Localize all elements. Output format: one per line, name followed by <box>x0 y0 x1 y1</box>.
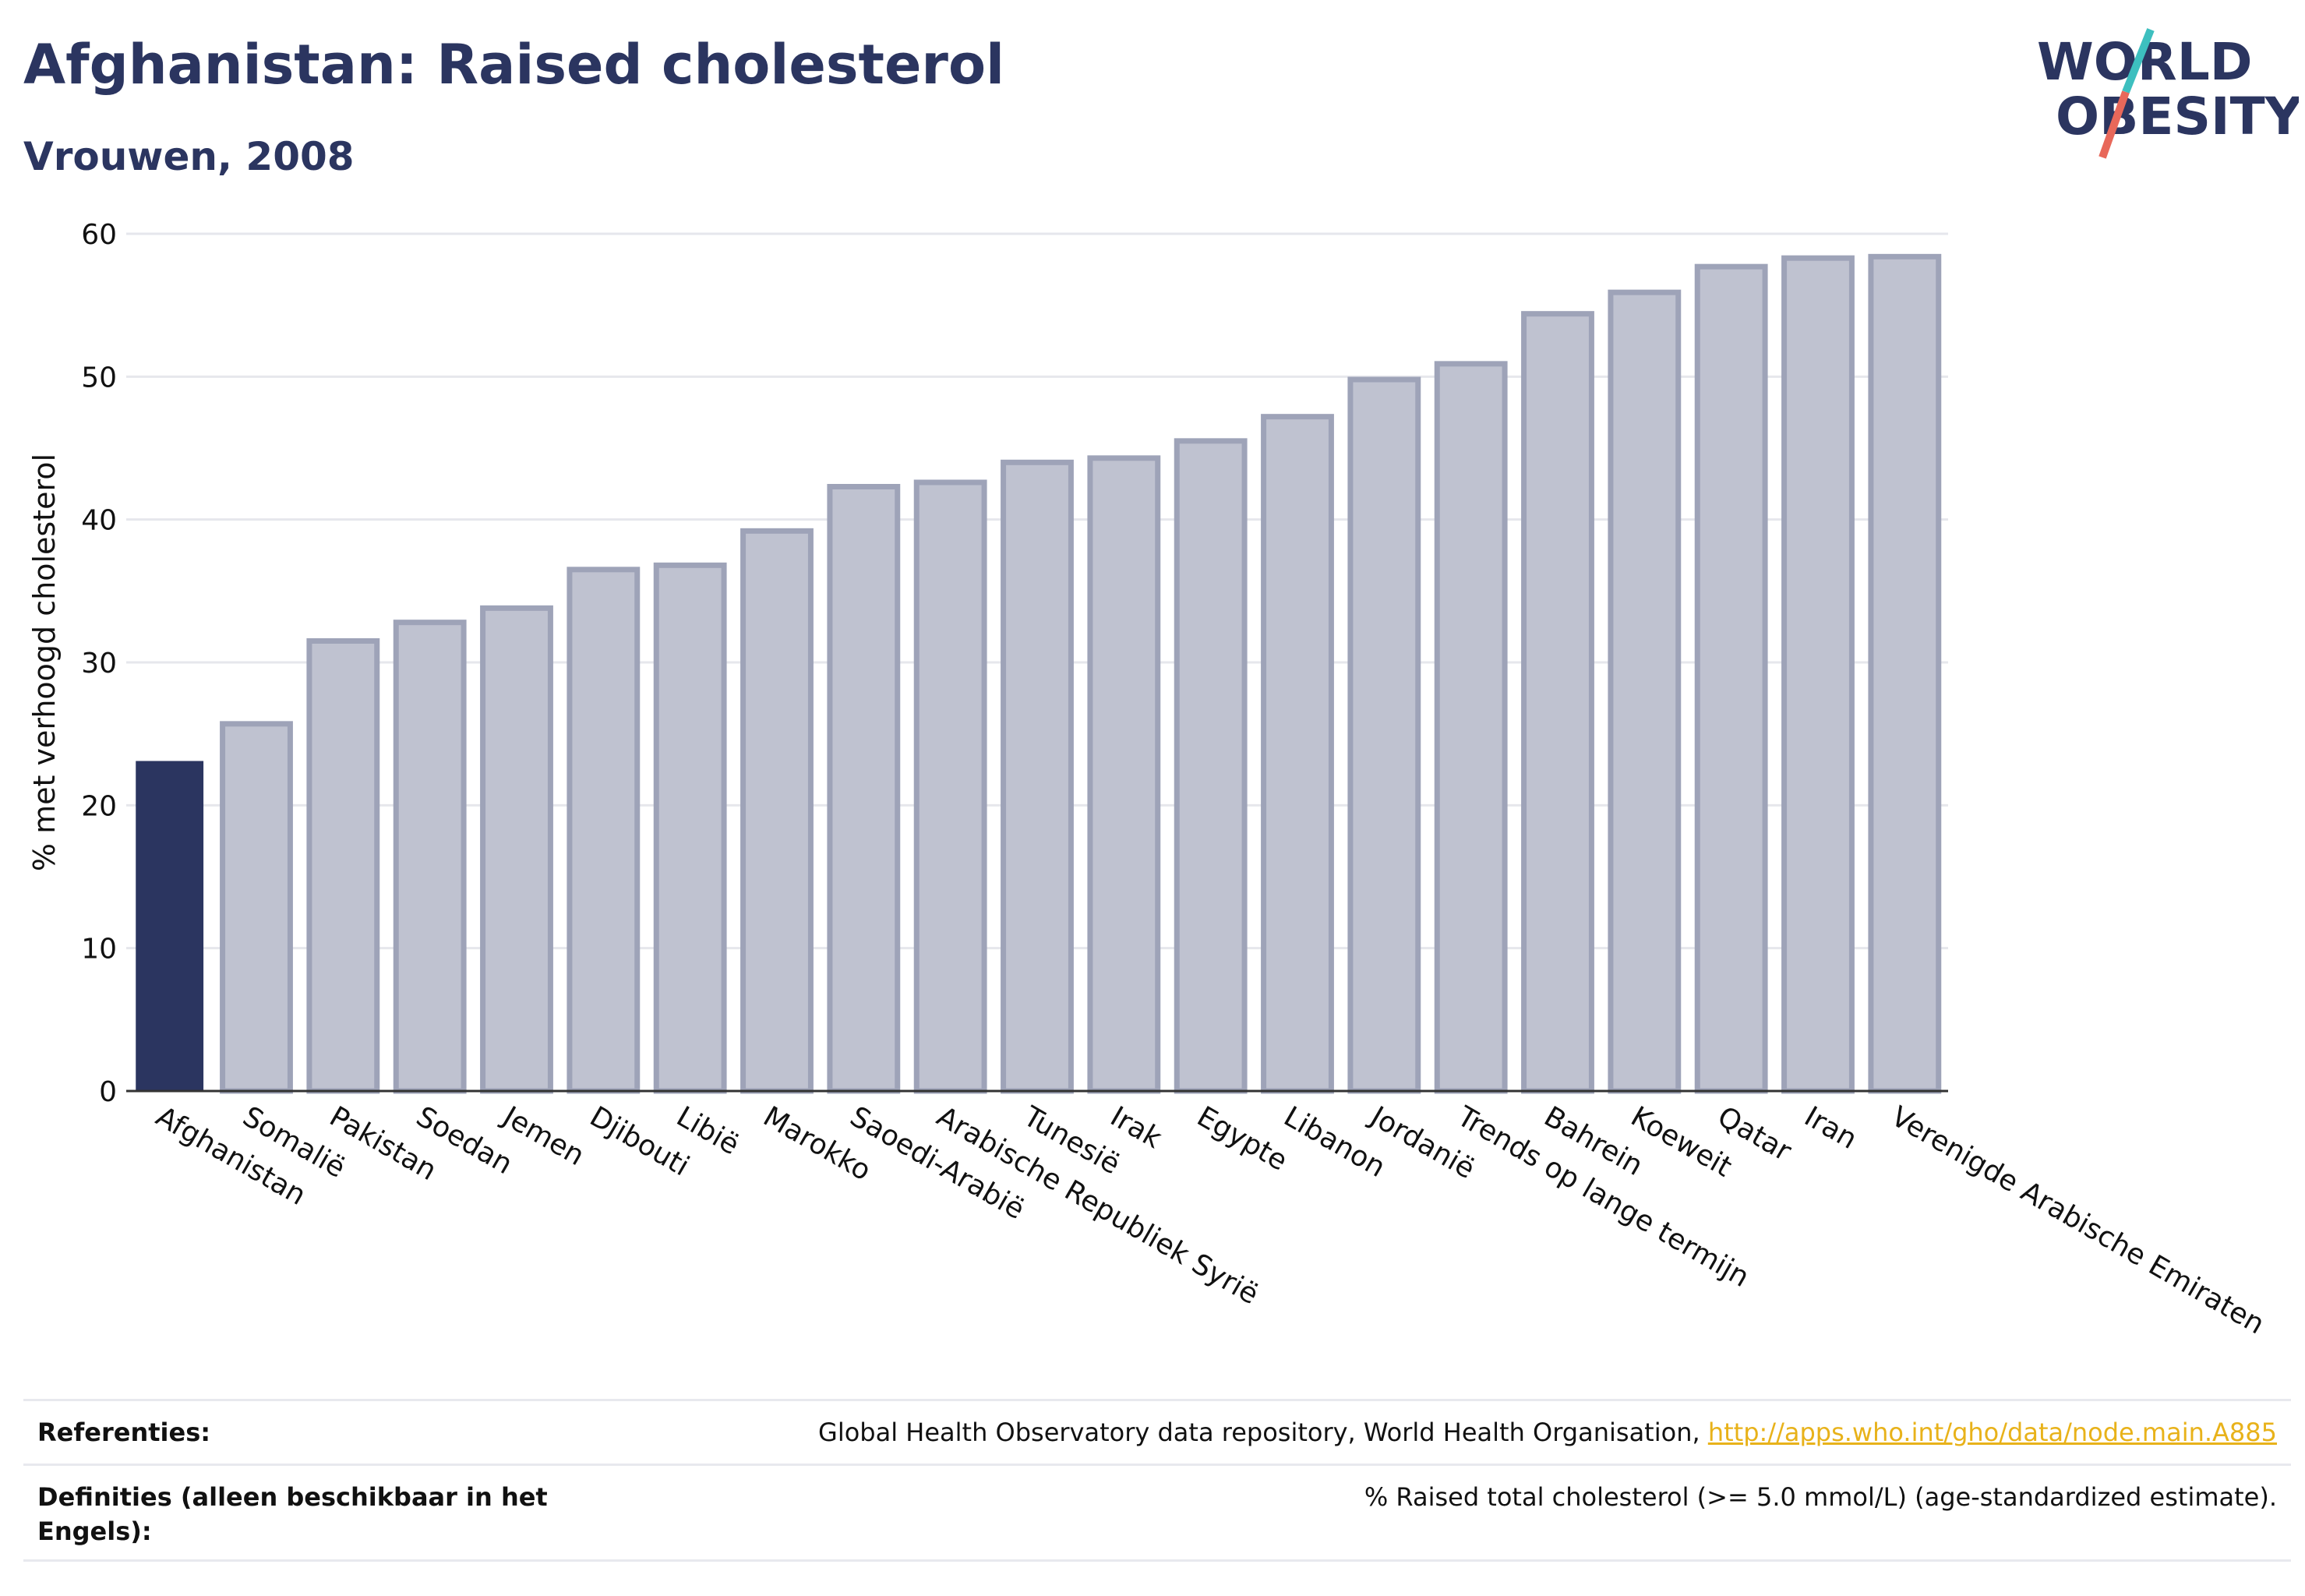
bar <box>1174 438 1248 1094</box>
bar <box>1261 414 1334 1094</box>
y-tick-label: 30 <box>81 648 117 680</box>
bar <box>913 479 987 1094</box>
x-tick-label: Egypte <box>1191 1100 1293 1178</box>
x-tick-label: Verenigde Arabische Emiraten <box>1886 1100 2270 1340</box>
bar <box>1521 311 1594 1094</box>
definitions-label-line1: Definities (alleen beschikbaar in het <box>37 1482 548 1512</box>
bar <box>1608 289 1682 1094</box>
bar <box>1781 255 1855 1094</box>
bar <box>306 638 380 1094</box>
x-tick-label: Iran <box>1799 1100 1862 1156</box>
logo-text-obesity: OBESITY <box>2056 87 2299 147</box>
bar <box>393 620 467 1094</box>
references-source-text: Global Health Observatory data repositor… <box>818 1418 1708 1447</box>
x-axis-labels: AfghanistanSomaliëPakistanSoedanJemenDji… <box>150 1100 2269 1340</box>
bar <box>1434 361 1508 1094</box>
definitions-value: % Raised total cholesterol (>= 5.0 mmol/… <box>1364 1482 2277 1512</box>
page-subtitle: Vrouwen, 2008 <box>23 134 355 179</box>
y-tick-label: 40 <box>81 505 117 537</box>
logo-slash-teal <box>2122 28 2155 94</box>
bar <box>1868 253 1942 1094</box>
y-tick-label: 10 <box>81 934 117 966</box>
bar <box>827 484 901 1094</box>
bar <box>220 721 293 1094</box>
page-title: Afghanistan: Raised cholesterol <box>23 33 1005 97</box>
references-link[interactable]: http://apps.who.int/gho/data/node.main.A… <box>1707 1418 2277 1447</box>
definitions-label-line2: Engels): <box>37 1517 152 1546</box>
y-axis-ticks: 0 10 20 30 40 50 60 <box>81 219 117 1108</box>
x-tick-label: Djibouti <box>584 1100 694 1182</box>
bar <box>1087 455 1161 1094</box>
references-value: Global Health Observatory data repositor… <box>818 1415 2277 1449</box>
references-table: Referenties: Global Health Observatory d… <box>23 1399 2291 1562</box>
bar <box>136 761 204 1091</box>
bars <box>136 253 1942 1094</box>
y-axis-title: % met verhoogd cholesterol <box>27 454 62 871</box>
bar <box>480 605 553 1094</box>
bar <box>567 567 641 1094</box>
y-tick-label: 0 <box>99 1076 117 1108</box>
definitions-row: Definities (alleen beschikbaar in het Eng… <box>23 1464 2291 1562</box>
world-obesity-logo: WORLD OBESITY <box>2037 28 2299 159</box>
references-row: Referenties: Global Health Observatory d… <box>23 1399 2291 1464</box>
bar-chart: 0 10 20 30 40 50 60 AfghanistanSomaliëPakistan… <box>27 219 2270 1340</box>
bar <box>1694 263 1768 1094</box>
references-label: Referenties: <box>37 1418 211 1447</box>
bar <box>1001 459 1074 1094</box>
bar <box>1347 376 1421 1094</box>
logo-slash-red <box>2099 90 2130 159</box>
bar <box>653 562 727 1094</box>
y-tick-label: 60 <box>81 219 117 251</box>
y-tick-label: 20 <box>81 790 117 822</box>
definitions-label: Definities (alleen beschikbaar in het Eng… <box>37 1480 548 1548</box>
bar <box>740 528 814 1094</box>
y-tick-label: 50 <box>81 362 117 394</box>
